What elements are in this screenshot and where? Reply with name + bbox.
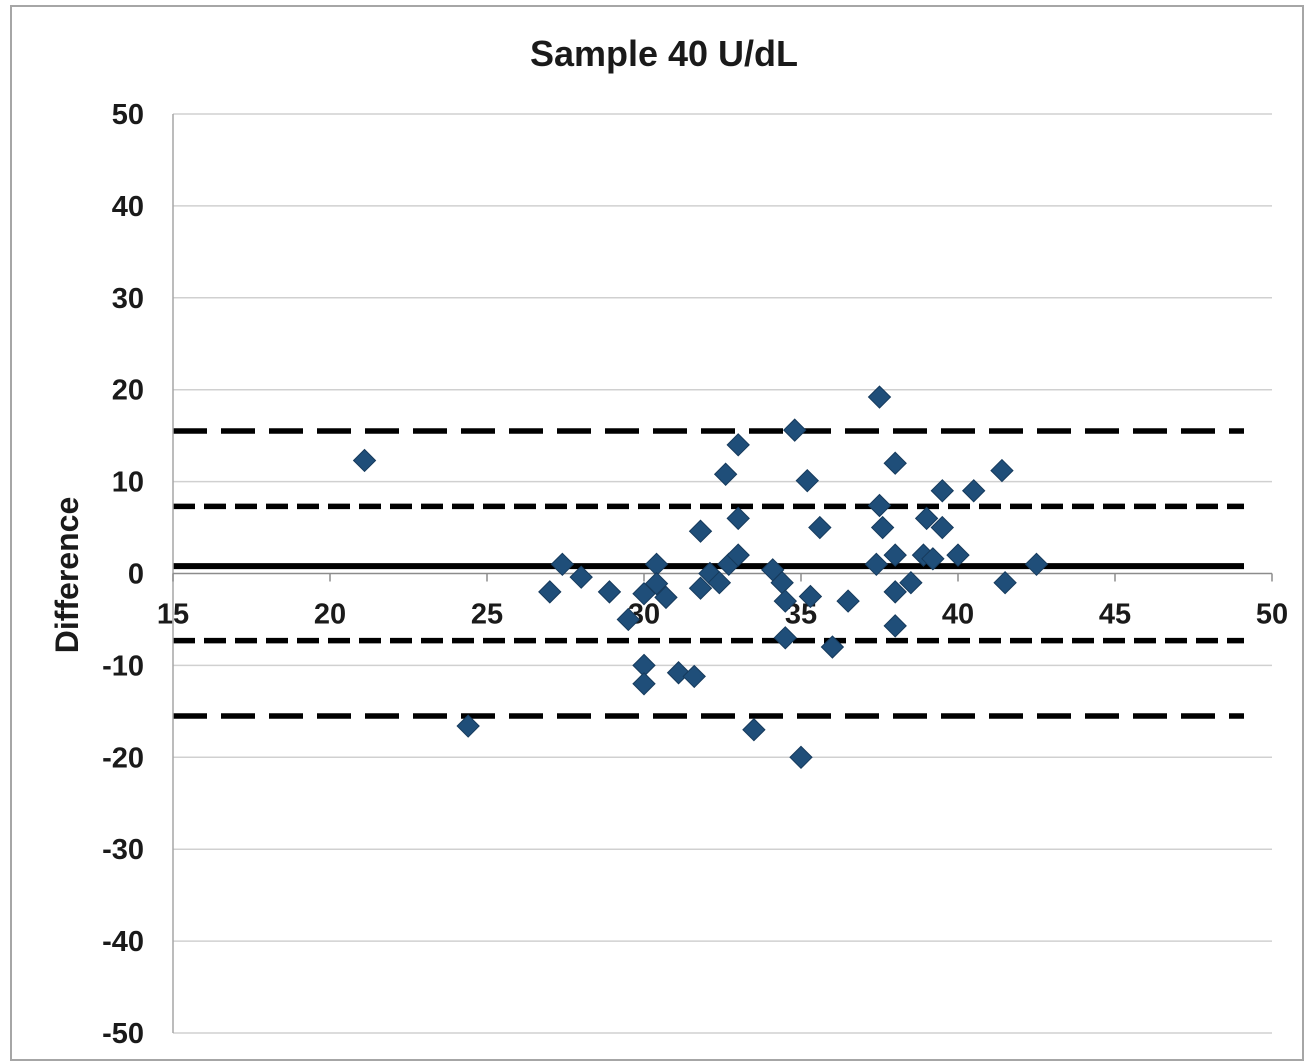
data-point <box>883 614 907 638</box>
data-point <box>820 635 845 659</box>
y-tick-label: -30 <box>102 834 144 866</box>
data-point <box>883 543 907 567</box>
data-point <box>961 479 986 503</box>
x-tick-label: 50 <box>1256 599 1288 631</box>
data-point <box>726 506 750 531</box>
data-point <box>993 570 1017 595</box>
x-tick-label: 25 <box>471 599 503 631</box>
data-point <box>456 714 480 738</box>
data-point <box>569 565 593 589</box>
data-point <box>352 448 377 473</box>
data-point <box>654 585 678 610</box>
y-tick-label: -10 <box>102 650 144 682</box>
data-point <box>688 576 713 600</box>
data-point <box>836 589 860 613</box>
chart-frame <box>10 5 1304 1061</box>
y-tick-label: 30 <box>112 283 144 315</box>
y-tick-label: 10 <box>112 467 144 499</box>
data-point <box>644 571 669 596</box>
data-point <box>707 570 732 595</box>
data-point <box>550 552 575 577</box>
data-points <box>352 385 1049 770</box>
data-point <box>930 515 955 540</box>
x-tick-label: 15 <box>157 599 189 631</box>
data-point <box>789 745 813 770</box>
data-point <box>867 493 892 518</box>
data-point <box>990 458 1014 483</box>
data-point <box>1024 552 1049 577</box>
data-point <box>795 468 819 493</box>
data-point <box>899 570 923 595</box>
data-point <box>616 607 641 632</box>
y-tick-label: 0 <box>128 559 144 591</box>
data-point <box>914 506 939 531</box>
data-point <box>666 661 691 685</box>
data-point <box>798 584 823 609</box>
data-point <box>773 626 798 650</box>
data-point <box>632 672 656 696</box>
x-tick-label: 45 <box>1099 599 1131 631</box>
y-tick-label: 20 <box>112 375 144 407</box>
y-tick-label: -40 <box>102 926 144 958</box>
data-point <box>682 664 706 689</box>
data-point <box>742 718 766 742</box>
x-tick-label: 40 <box>942 599 974 631</box>
data-point <box>946 543 970 567</box>
data-point <box>538 580 562 604</box>
data-point <box>930 479 955 503</box>
y-tick-label: 50 <box>112 99 144 131</box>
x-tick-label: 20 <box>314 599 346 631</box>
data-point <box>597 580 622 604</box>
y-tick-label: 40 <box>112 191 144 223</box>
y-tick-label: -50 <box>102 1018 144 1050</box>
data-point <box>808 515 832 540</box>
y-tick-label: -20 <box>102 742 144 774</box>
data-point <box>783 418 807 442</box>
data-point <box>688 519 713 543</box>
data-point <box>713 462 738 486</box>
data-point <box>921 547 945 571</box>
data-point <box>773 589 798 613</box>
data-point <box>870 515 895 540</box>
data-point <box>883 580 907 604</box>
y-axis-title: Difference <box>49 497 85 654</box>
data-point <box>867 385 892 409</box>
data-point <box>864 552 889 577</box>
data-point <box>726 433 750 457</box>
data-point <box>726 543 750 567</box>
data-point <box>883 451 907 475</box>
chart-title: Sample 40 U/dL <box>530 33 798 74</box>
